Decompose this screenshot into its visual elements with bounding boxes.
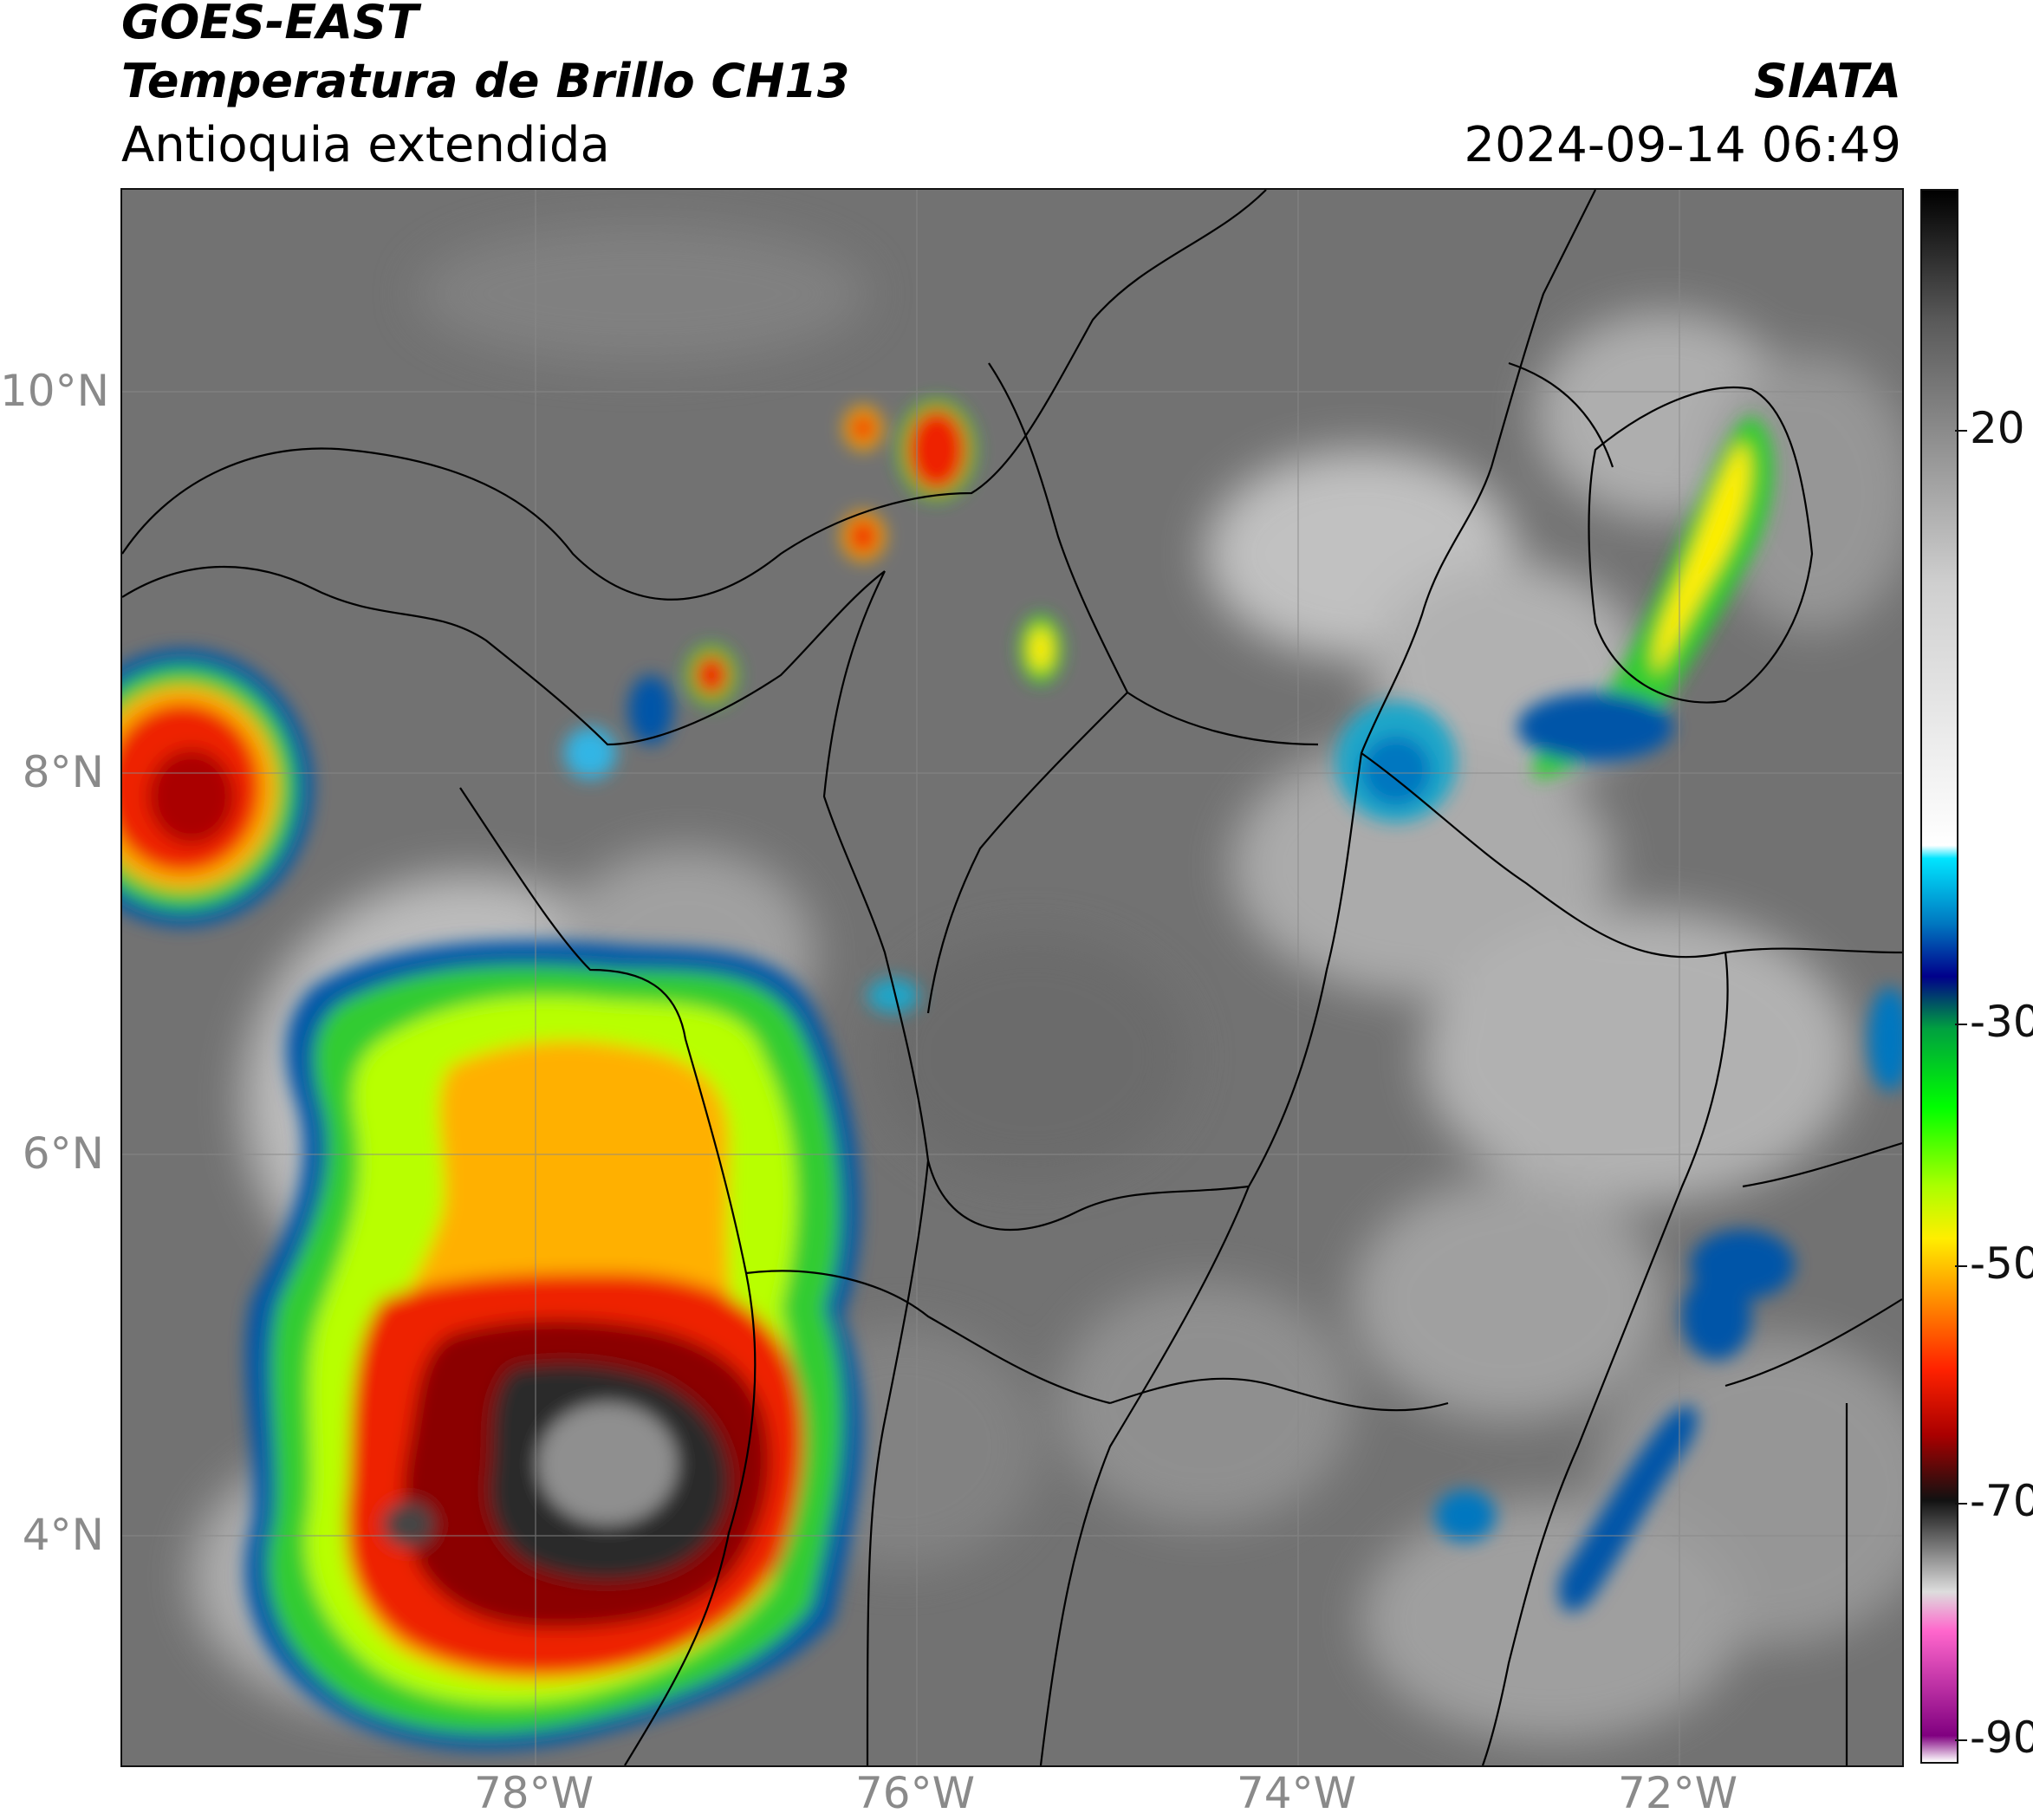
lon-label-76w: 76°W <box>854 1768 976 1818</box>
lon-label-78w: 78°W <box>473 1768 594 1818</box>
colorbar-tick-minus90 <box>1955 1739 1967 1741</box>
colorbar-tick-minus70 <box>1955 1503 1967 1505</box>
subtitle: Antioquia extendida <box>121 117 610 173</box>
lat-label-10n: 10°N <box>0 366 110 416</box>
colorbar-label-minus70: -70 <box>1970 1476 2033 1526</box>
colorbar-label-minus50: -50 <box>1970 1238 2033 1289</box>
gridlines <box>122 190 1902 1765</box>
colorbar-label-minus90: -90 <box>1970 1713 2033 1763</box>
title-line-1: GOES-EAST <box>121 0 419 49</box>
cells-east <box>1335 415 1902 1612</box>
convective-system-southwest <box>245 940 863 1750</box>
organization-label: SIATA <box>1753 54 1901 108</box>
lat-label-4n: 4°N <box>22 1510 104 1560</box>
colorbar-tick-20 <box>1955 430 1967 432</box>
political-borders <box>122 190 1902 1765</box>
title-line-2: Temperatura de Brillo CH13 <box>121 54 850 108</box>
lon-label-74w: 74°W <box>1236 1768 1357 1818</box>
lon-label-72w: 72°W <box>1617 1768 1738 1818</box>
colorbar-label-minus30: -30 <box>1970 997 2033 1047</box>
colorbar-label-20: 20 <box>1970 403 2025 453</box>
lat-label-6n: 6°N <box>22 1128 104 1179</box>
colorbar-tick-minus50 <box>1955 1265 1967 1267</box>
satellite-map <box>120 188 1904 1767</box>
lat-label-8n: 8°N <box>22 747 104 797</box>
colorbar-tick-minus30 <box>1955 1024 1967 1025</box>
convective-cell-northwest <box>122 649 313 926</box>
datetime-label: 2024-09-14 06:49 <box>1464 117 1901 173</box>
map-svg <box>122 190 1902 1765</box>
colorbar <box>1920 189 1958 1764</box>
